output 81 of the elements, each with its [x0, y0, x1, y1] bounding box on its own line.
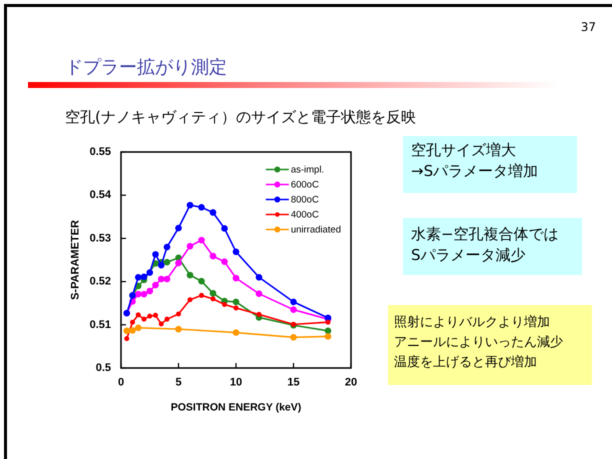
point: [175, 260, 182, 266]
point: [232, 329, 240, 336]
text: 照射によりバルクより増加アニールによりいったん減少温度を上げると再び増加: [388, 305, 592, 385]
point: [136, 312, 141, 318]
point: [140, 274, 148, 280]
point: [232, 298, 240, 306]
text: 37: [580, 19, 596, 35]
x-tick-label: 0: [118, 376, 124, 389]
point: [256, 312, 262, 317]
point: [232, 248, 240, 256]
point: [158, 321, 164, 326]
point: [146, 269, 154, 276]
point: [186, 242, 194, 250]
text: 水素−空孔複合体ではSパラメータ減少: [403, 218, 582, 275]
point: [324, 328, 332, 334]
x-tick-label: 15: [287, 376, 300, 389]
point: [198, 204, 205, 211]
point: [324, 333, 332, 340]
point: [164, 244, 170, 250]
point: [152, 251, 159, 258]
legend-label: unirradiated: [290, 224, 341, 236]
point: [175, 326, 182, 332]
point: [123, 328, 130, 334]
point: [210, 296, 216, 302]
point: [147, 314, 152, 319]
point: [175, 224, 182, 232]
point: [130, 320, 135, 325]
legend-label: 600oC: [290, 180, 319, 191]
point: [210, 290, 216, 297]
legend-label: as-impl.: [290, 164, 324, 176]
point: [221, 225, 228, 232]
text: 空孔サイズ増大→Sパラメータ増加: [403, 136, 577, 193]
x-tick-label: 10: [230, 376, 242, 389]
y-tick-label: 0.55: [90, 146, 111, 158]
point: [164, 276, 170, 282]
point: [129, 327, 136, 334]
point: [256, 274, 262, 281]
chart-subtitle: 空孔(ナノキャヴィティ）のサイズと電子状態を反映: [65, 107, 416, 127]
chart-title: ドプラー拡がり測定: [65, 56, 227, 80]
point: [164, 258, 170, 266]
point: [232, 274, 240, 282]
y-tick-label: 0.53: [90, 232, 111, 244]
point: [290, 298, 297, 306]
point: [199, 292, 204, 298]
y-tick-label: 0.52: [90, 276, 111, 288]
point: [290, 306, 297, 313]
point: [176, 312, 181, 316]
point: [326, 320, 330, 325]
point: [152, 282, 159, 288]
point: [134, 274, 142, 281]
point: [164, 316, 170, 322]
point: [290, 334, 297, 341]
point: [234, 305, 238, 310]
point: [188, 297, 192, 302]
point: [221, 258, 228, 266]
point: [134, 290, 142, 298]
point: [153, 312, 158, 318]
y-axis-title: S-PARAMETER: [70, 220, 82, 300]
point: [146, 288, 154, 294]
point: [124, 336, 130, 342]
point: [186, 272, 194, 278]
point: [140, 290, 148, 298]
y-tick-label: 0.5: [96, 362, 111, 374]
x-tick-label: 20: [344, 376, 358, 389]
point: [210, 209, 216, 216]
point: [134, 324, 142, 332]
x-axis-title: POSITRON ENERGY (keV): [170, 402, 302, 414]
point: [186, 202, 194, 208]
x-tick-label: 5: [175, 376, 182, 389]
y-tick-label: 0.54: [90, 189, 112, 202]
point: [222, 302, 227, 307]
point: [256, 290, 262, 297]
point: [198, 278, 205, 284]
legend-label: 400oC: [290, 210, 319, 221]
point: [142, 316, 146, 322]
point: [158, 262, 165, 268]
point: [158, 276, 165, 282]
y-tick-label: 0.51: [90, 318, 111, 331]
point: [210, 252, 216, 260]
legend-label: 800oC: [290, 194, 319, 206]
point: [198, 236, 205, 244]
